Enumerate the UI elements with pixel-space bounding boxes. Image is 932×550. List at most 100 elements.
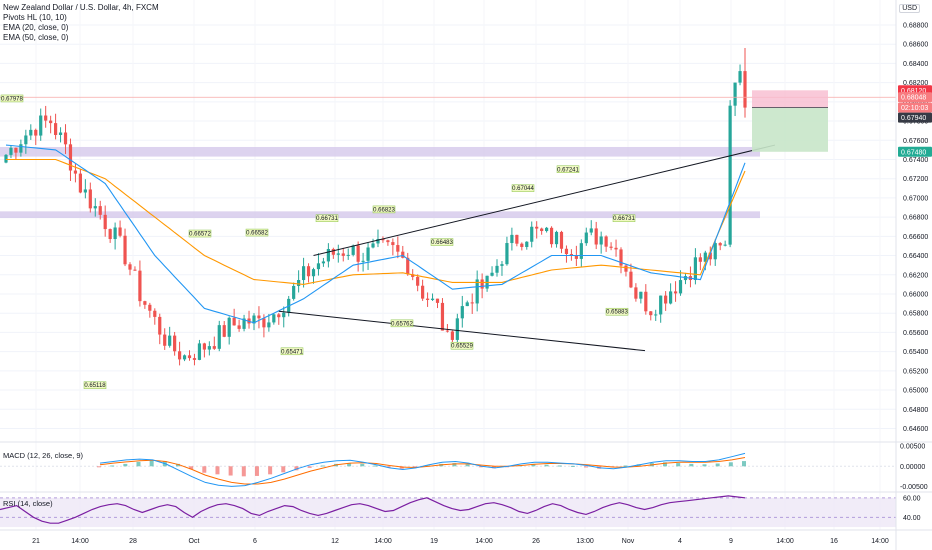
pivot-label: 0.67978	[1, 96, 23, 102]
macd-histogram-bar	[478, 466, 483, 468]
x-tick-label: 19	[430, 538, 438, 545]
candle-up	[545, 227, 549, 232]
candle-up	[460, 306, 464, 319]
candle-down	[381, 238, 385, 241]
candle-up	[366, 247, 370, 261]
candle-down	[604, 236, 608, 247]
candle-up	[554, 231, 559, 245]
pivot-label-bg	[430, 238, 454, 246]
candle-up	[282, 312, 286, 318]
candle-up	[738, 71, 742, 83]
candle-down	[138, 270, 142, 302]
candle-up	[351, 245, 355, 255]
rsi-line	[0, 495, 746, 524]
macd-histogram-bar	[123, 463, 128, 467]
candle-down	[520, 243, 524, 247]
candle-up	[297, 280, 301, 286]
y-tick-label: 0.68400	[903, 61, 928, 68]
pivot-label: 0.66483	[431, 240, 453, 246]
symbol-title[interactable]: New Zealand Dollar / U.S. Dollar, 4h, FX…	[3, 3, 159, 12]
macd-histogram-bar	[294, 466, 299, 471]
pivot-label-bg	[612, 214, 636, 222]
stop-zone	[752, 90, 828, 108]
y-tick-label: 0.68800	[903, 22, 928, 29]
candle-up	[510, 234, 514, 244]
candle-down	[619, 249, 623, 266]
pivot-label: 0.65762	[391, 321, 413, 327]
candle-up	[639, 291, 643, 299]
candle-up	[728, 105, 732, 245]
macd-histogram-bar	[97, 466, 101, 468]
candle-down	[306, 266, 311, 277]
candle-up	[579, 243, 583, 259]
candle-up	[336, 253, 340, 255]
candle-up	[4, 154, 8, 163]
target-zone	[752, 107, 828, 152]
y-tick-label: 0.65000	[903, 388, 928, 395]
candle-down	[559, 231, 564, 249]
macd-histogram-bar	[531, 463, 536, 467]
macd-line	[99, 452, 746, 487]
pivot-label-bg	[511, 184, 535, 192]
price-tag-bg	[898, 102, 932, 113]
price-tag-bg	[898, 146, 932, 157]
pivot-label-bg	[245, 228, 269, 237]
indicator-pivots-label[interactable]: Pivots HL (10, 10)	[3, 13, 67, 22]
candle-down	[480, 279, 484, 289]
candle-up	[530, 226, 534, 242]
candle-down	[594, 228, 598, 245]
candle-down	[564, 248, 569, 255]
pivot-label-bg	[556, 165, 580, 174]
y-tick-label: 0.64800	[903, 407, 928, 414]
candle-up	[197, 343, 202, 360]
indicator-ema50-label[interactable]: EMA (50, close, 0)	[3, 33, 69, 42]
price-tag: 0.68120	[901, 88, 926, 95]
x-tick-label: 6	[253, 538, 257, 545]
macd-label[interactable]: MACD (12, 26, close, 9)	[3, 451, 84, 460]
pivot-label-bg	[450, 341, 474, 350]
x-tick-label: 14:00	[71, 538, 89, 545]
candle-up	[371, 243, 375, 248]
x-tick-label: 12	[331, 538, 339, 545]
pivot-label: 0.65883	[606, 310, 628, 316]
pivot-label: 0.66731	[613, 216, 635, 222]
pivot-label: 0.66582	[246, 231, 268, 237]
candle-up	[252, 315, 256, 324]
macd-histogram-bar	[228, 466, 233, 476]
candle-up	[242, 318, 246, 329]
macd-histogram-bar	[347, 463, 352, 467]
indicator-ema20-label[interactable]: EMA (20, close, 0)	[3, 23, 69, 32]
macd-pane	[0, 452, 896, 487]
candle-up	[361, 260, 365, 262]
candle-down	[698, 257, 702, 262]
macd-histogram-bar	[452, 463, 457, 467]
candle-up	[490, 272, 494, 276]
candle-up	[301, 266, 306, 281]
macd-signal-line	[99, 457, 746, 485]
y-tick-label: 0.66000	[903, 291, 928, 298]
candle-down	[406, 257, 410, 275]
candle-up	[83, 189, 87, 193]
pivot-label-bg	[390, 319, 414, 328]
candle-down	[98, 206, 102, 215]
price-pane[interactable]: 0.67978 0.65118 0.66572 0.66582 0.65471 0.667…	[0, 0, 896, 530]
rsi-label[interactable]: RSI (14, close)	[3, 499, 53, 508]
macd-histogram-bar	[320, 465, 325, 467]
candle-down	[143, 301, 147, 305]
candle-down	[391, 242, 395, 246]
pivot-label-bg	[280, 347, 304, 356]
macd-histogram-bar	[742, 461, 746, 467]
candle-down	[277, 314, 281, 318]
currency-badge[interactable]: USD	[899, 4, 920, 13]
pivot-label-bg	[0, 94, 24, 103]
candle-down	[649, 311, 653, 316]
candle-down	[108, 229, 112, 240]
pivot-label: 0.67044	[512, 186, 534, 192]
candle-up	[589, 228, 593, 233]
price-tag-bg	[898, 92, 932, 103]
candle-down	[222, 325, 226, 337]
candle-down	[212, 346, 216, 349]
macd-histogram-bar	[175, 463, 180, 467]
